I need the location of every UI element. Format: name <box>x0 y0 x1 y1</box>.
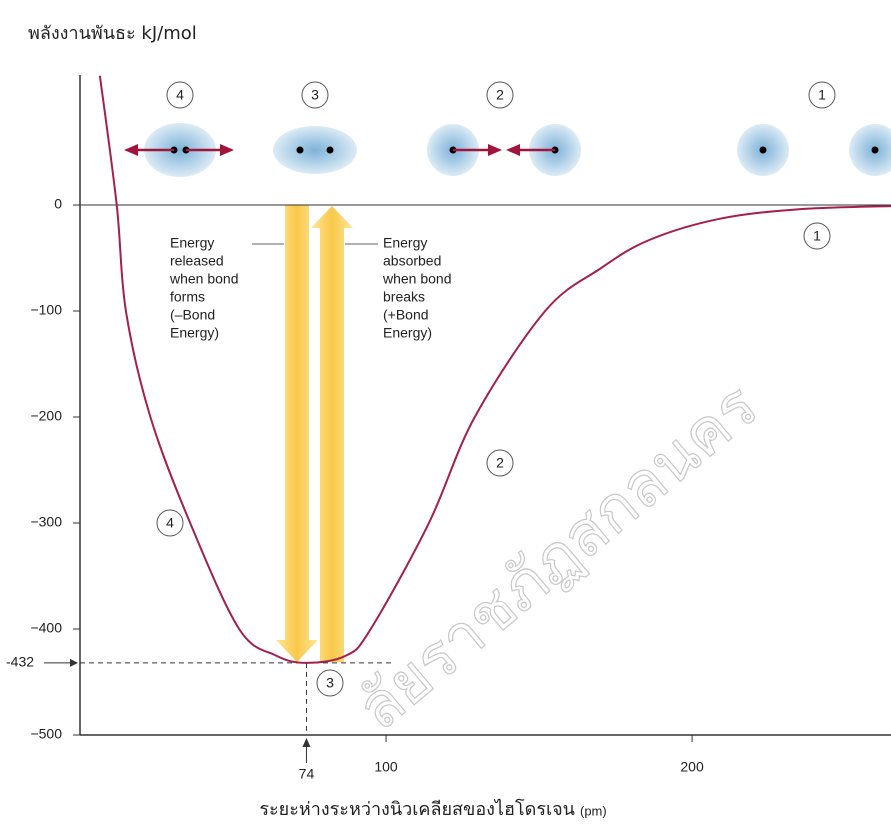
absorbed-note: (+Bond <box>383 307 429 323</box>
x-tick-label: 200 <box>680 759 704 775</box>
absorbed-note: breaks <box>383 289 425 305</box>
curve-label: 1 <box>813 228 821 244</box>
chart: พลังงานพันธะ kJ/mol ลัยราชภัฏสกลนคร ระยะ… <box>0 0 891 835</box>
x-axis-unit: (pm) <box>580 803 607 818</box>
released-note: Energy) <box>170 325 219 341</box>
stage-label: 1 <box>818 87 826 103</box>
curve-label: 3 <box>326 675 334 691</box>
min-y-pointer-head <box>70 659 78 667</box>
chart-title: พลังงานพันธะ kJ/mol <box>28 23 197 44</box>
y-tick-label: −200 <box>30 408 62 424</box>
released-note: when bond <box>169 271 239 287</box>
absorbed-note: absorbed <box>383 253 441 269</box>
y-tick-label: −100 <box>30 302 62 318</box>
y-tick-label: −400 <box>30 620 62 636</box>
y-tick-label: −300 <box>30 514 62 530</box>
absorbed-note: Energy <box>383 235 427 251</box>
min-x-pointer-head <box>302 738 310 747</box>
atom-illustrations <box>124 123 891 177</box>
curve-label: 2 <box>496 455 504 471</box>
released-note: forms <box>170 289 205 305</box>
curve-label: 4 <box>166 515 174 531</box>
energy-arrows <box>252 205 378 662</box>
stage-label: 3 <box>311 87 319 103</box>
y-tick-label: −500 <box>30 726 62 742</box>
stage-label: 2 <box>496 87 504 103</box>
x-tick-label: 100 <box>374 759 398 775</box>
stage-label: 4 <box>176 87 184 103</box>
absorbed-note: Energy) <box>383 325 432 341</box>
released-note: (–Bond <box>170 307 215 323</box>
watermark: ลัยราชภัฏสกลนคร <box>343 369 771 745</box>
x-axis-label: ระยะห่างระหว่างนิวเคลียสของไฮโดรเจน <box>259 798 575 820</box>
released-note: released <box>170 253 224 269</box>
min-x-label: 74 <box>299 766 315 782</box>
y-tick-label: 0 <box>54 196 62 212</box>
min-y-label: -432 <box>6 654 34 670</box>
absorbed-note: when bond <box>382 271 452 287</box>
released-note: Energy <box>170 235 214 251</box>
